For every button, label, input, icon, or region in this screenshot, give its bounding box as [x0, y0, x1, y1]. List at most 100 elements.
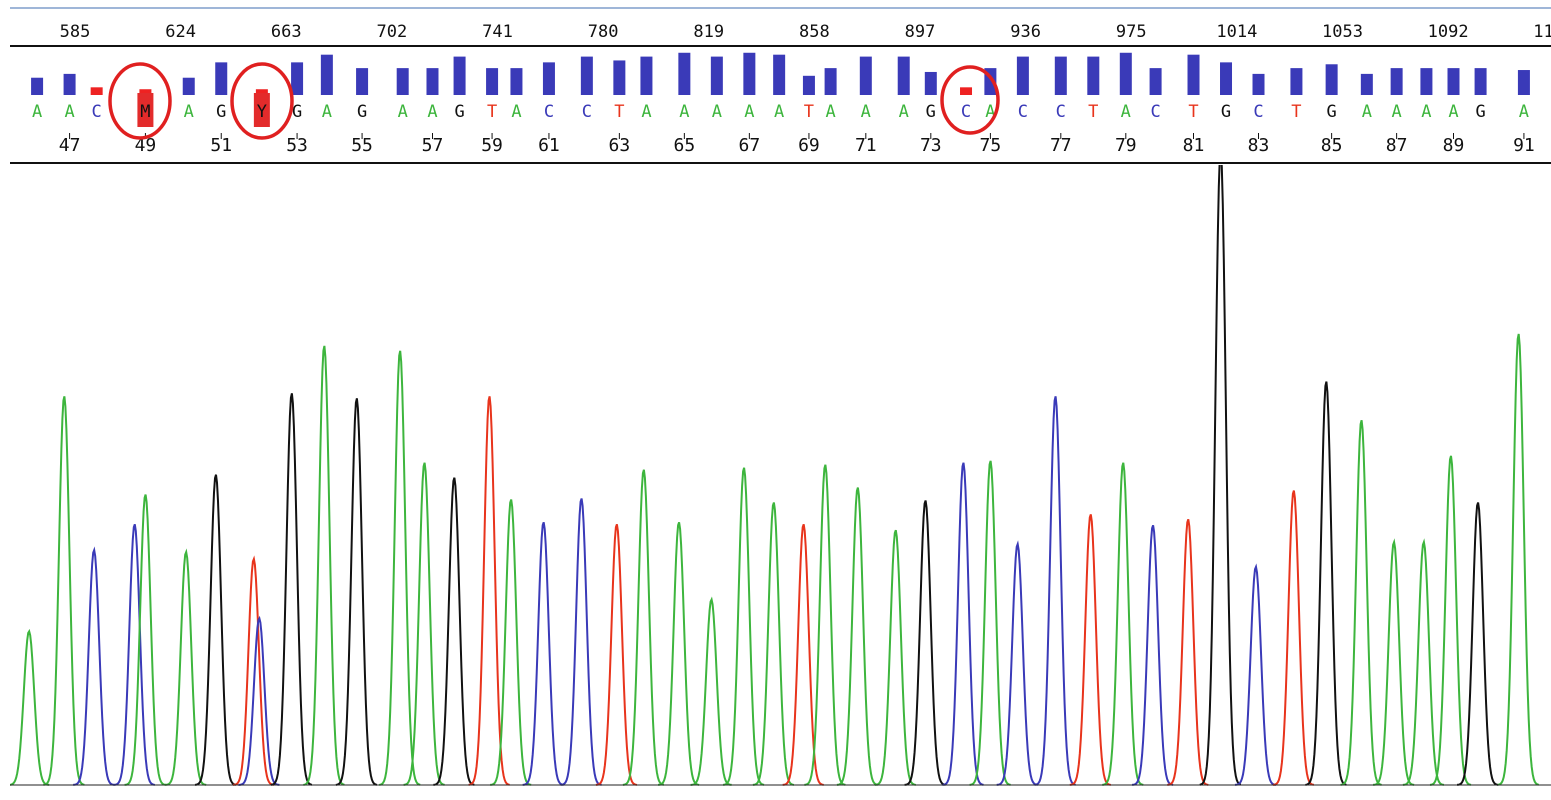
quality-bar — [291, 62, 304, 95]
highlight-circle — [230, 62, 294, 140]
trace-peak — [996, 540, 1038, 786]
position-label: 75 — [980, 135, 1002, 156]
base-call: G — [1327, 102, 1337, 122]
quality-bar — [897, 56, 910, 95]
trace-peak — [232, 555, 274, 786]
trace-peak — [723, 467, 765, 786]
trace-peak — [1373, 538, 1415, 786]
quality-bar — [215, 62, 228, 95]
scan-label: 702 — [377, 22, 408, 42]
base-call: A — [899, 102, 909, 122]
trace-peak — [124, 494, 166, 786]
quality-bar — [63, 73, 76, 95]
base-call: A — [1392, 102, 1402, 122]
quality-bar — [1252, 73, 1265, 95]
trace-peak — [622, 469, 664, 786]
scan-label: 624 — [165, 22, 196, 42]
position-label: 77 — [1050, 135, 1072, 156]
quality-bar — [31, 77, 44, 95]
quality-bar — [1325, 64, 1338, 95]
base-call: A — [1448, 102, 1458, 122]
quality-bar — [90, 87, 103, 95]
base-call: A — [184, 102, 194, 122]
quality-bar — [453, 56, 466, 95]
base-call: A — [641, 102, 651, 122]
scan-label: 858 — [799, 22, 830, 42]
base-call: G — [1475, 102, 1485, 122]
trace-peak — [490, 499, 532, 786]
trace-peak — [1272, 490, 1314, 786]
base-call: A — [1519, 102, 1529, 122]
traces — [10, 165, 1551, 786]
scan-label: 585 — [60, 22, 91, 42]
base-call: T — [487, 102, 497, 122]
position-label: 65 — [674, 135, 696, 156]
trace-peak — [752, 502, 795, 786]
trace-peak — [335, 398, 378, 786]
ambiguous-marker — [253, 93, 270, 127]
quality-bar — [1054, 56, 1067, 95]
base-call: C — [92, 102, 102, 122]
scan-label: 1092 — [1428, 22, 1469, 42]
trace-peak — [403, 462, 445, 786]
quality-bar — [824, 68, 837, 95]
quality-bar — [1087, 56, 1100, 95]
quality-bar — [1187, 54, 1200, 95]
trace-peak — [379, 350, 421, 786]
trace-peak — [165, 548, 207, 786]
scan-label: 1014 — [1216, 22, 1257, 42]
trace-peak — [238, 615, 280, 786]
trace-peak — [874, 529, 916, 786]
quality-bar — [356, 68, 369, 95]
scan-label: 1131 — [1533, 22, 1551, 42]
base-call: C — [1056, 102, 1066, 122]
quality-bar — [1149, 68, 1162, 95]
base-call: T — [614, 102, 624, 122]
quality-bar — [640, 56, 653, 95]
trace-peak — [433, 477, 475, 786]
trace-peak — [1069, 514, 1111, 786]
trace-peak — [303, 345, 345, 786]
trace-peak — [468, 396, 510, 786]
position-label: 83 — [1248, 135, 1270, 156]
base-call: G — [1221, 102, 1231, 122]
trace-peak — [1034, 396, 1076, 786]
quality-bar — [1447, 68, 1460, 95]
trace-peak — [194, 474, 237, 786]
trace-peak — [43, 396, 85, 786]
position-label: 53 — [286, 135, 308, 156]
position-label: 89 — [1443, 135, 1465, 156]
base-call: T — [804, 102, 814, 122]
quality-bar — [320, 54, 333, 95]
highlight-circle — [940, 65, 1000, 135]
quality-bar — [710, 56, 723, 95]
base-call: A — [398, 102, 408, 122]
position-label: 51 — [210, 135, 232, 156]
trace-peak — [270, 393, 313, 786]
trace-peak — [113, 523, 155, 786]
base-call: Y — [257, 102, 267, 122]
scan-label: 975 — [1116, 22, 1147, 42]
base-call: A — [511, 102, 521, 122]
base-call: A — [712, 102, 722, 122]
trace-peak — [1497, 333, 1539, 786]
base-call: A — [64, 102, 74, 122]
position-label: 69 — [798, 135, 820, 156]
trace-peak — [1234, 563, 1277, 786]
quality-bar — [960, 87, 973, 95]
base-call: A — [679, 102, 689, 122]
trace-peak — [690, 596, 732, 786]
base-call: T — [1188, 102, 1198, 122]
quality-bar — [1390, 68, 1403, 95]
quality-bar — [613, 60, 626, 95]
quality-bar — [426, 68, 439, 95]
position-label: 59 — [481, 135, 503, 156]
quality-bar — [255, 89, 268, 95]
base-call: C — [582, 102, 592, 122]
trace-peak — [10, 628, 50, 786]
base-call: A — [1362, 102, 1372, 122]
trace-peak — [1457, 502, 1499, 786]
trace-peak — [1167, 518, 1209, 786]
base-call: G — [292, 102, 302, 122]
